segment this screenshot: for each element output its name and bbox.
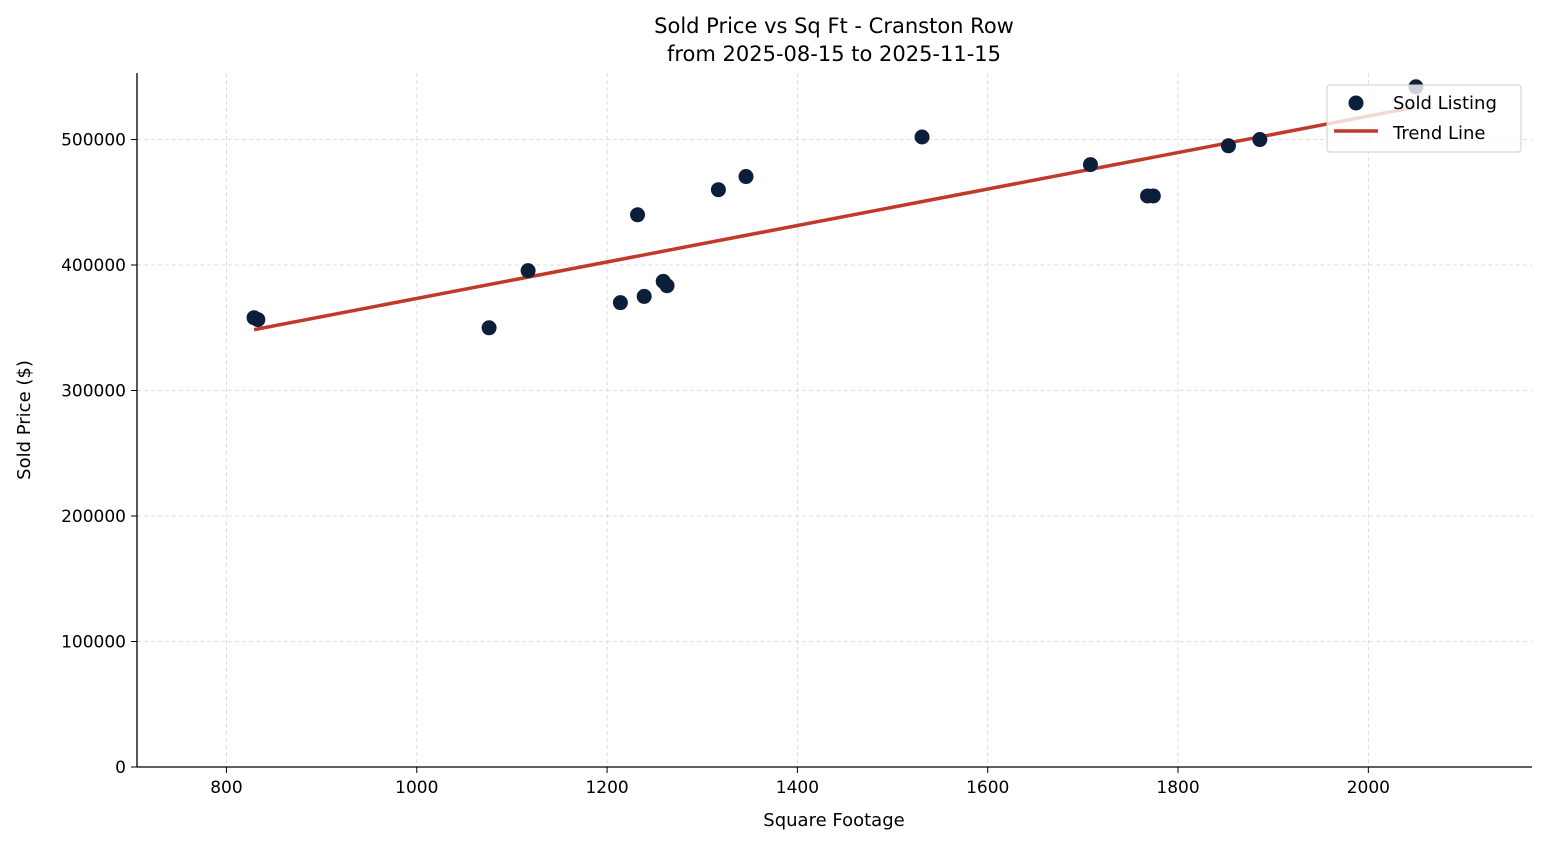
trend-line	[253, 105, 1416, 332]
y-tick-label: 200000	[61, 507, 126, 527]
data-point	[1145, 188, 1161, 204]
data-point	[710, 182, 726, 198]
x-tick-label: 1600	[966, 778, 1009, 798]
data-point	[1252, 132, 1268, 148]
legend-label-trend-line: Trend Line	[1392, 123, 1486, 144]
x-tick-label: 1000	[395, 778, 438, 798]
y-axis-label: Sold Price ($)	[14, 360, 35, 480]
y-tick-label: 300000	[61, 382, 126, 402]
chart-subtitle: from 2025-08-15 to 2025-11-15	[667, 42, 1001, 66]
data-point	[914, 129, 930, 145]
data-point	[1082, 157, 1098, 173]
legend: Sold Listing Trend Line	[1326, 84, 1522, 153]
trend-line-group	[253, 105, 1416, 332]
data-point	[520, 263, 536, 279]
data-point	[636, 288, 652, 304]
x-tick-label: 800	[210, 778, 242, 798]
data-point	[1220, 138, 1236, 154]
x-tick-label: 1200	[585, 778, 628, 798]
grid	[137, 73, 1532, 767]
y-tick-label: 0	[115, 758, 126, 778]
chart-title: Sold Price vs Sq Ft - Cranston Row	[654, 14, 1014, 38]
data-point	[738, 169, 754, 185]
legend-marker-sold-listing	[1348, 95, 1364, 111]
y-tick-label: 500000	[61, 131, 126, 151]
y-tick-label: 100000	[61, 633, 126, 653]
x-tick-label: 1400	[776, 778, 819, 798]
data-point	[630, 207, 646, 223]
data-point	[659, 278, 675, 294]
data-point	[612, 295, 628, 311]
y-tick-label: 400000	[61, 256, 126, 276]
legend-label-sold-listing: Sold Listing	[1393, 93, 1497, 114]
data-point	[250, 312, 266, 328]
x-tick-label: 2000	[1347, 778, 1390, 798]
x-tick-label: 1800	[1156, 778, 1199, 798]
legend-box	[1326, 84, 1522, 153]
x-axis-label: Square Footage	[763, 810, 904, 831]
data-point	[481, 320, 497, 336]
axes: 800 1000 1200 1400 1600 1800 2000 0 100000 200000…	[61, 73, 1532, 798]
